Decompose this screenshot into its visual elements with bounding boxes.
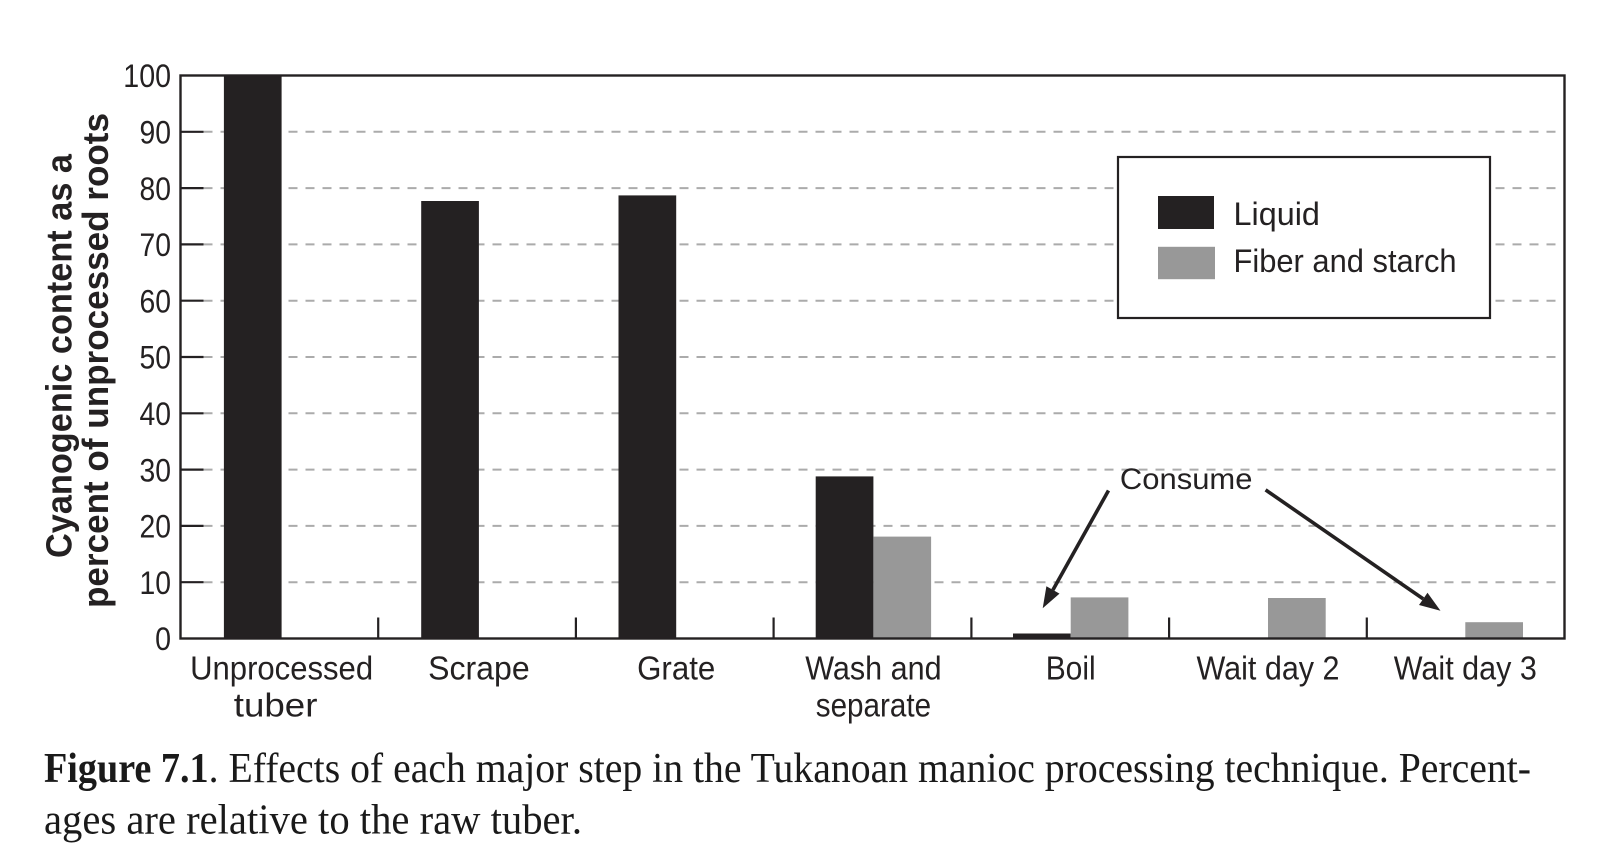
svg-text:Wait day 3: Wait day 3: [1394, 651, 1537, 688]
svg-text:Figure 7.1: Figure 7.1: [44, 746, 209, 792]
svg-text:tuber: tuber: [234, 688, 318, 725]
svg-text:Consume: Consume: [1120, 463, 1253, 496]
svg-text:100: 100: [123, 58, 171, 94]
svg-text:percent of unprocessed roots: percent of unprocessed roots: [75, 113, 116, 608]
svg-text:20: 20: [140, 509, 172, 545]
svg-text:Fiber and starch: Fiber and starch: [1234, 243, 1457, 279]
svg-text:separate: separate: [816, 688, 931, 725]
svg-text:90: 90: [140, 115, 172, 151]
svg-text:Unprocessed: Unprocessed: [190, 651, 373, 688]
svg-text:10: 10: [140, 565, 172, 601]
svg-text:0: 0: [155, 621, 171, 657]
svg-text:40: 40: [140, 396, 172, 432]
svg-text:70: 70: [140, 227, 172, 263]
svg-text:Wash and: Wash and: [805, 651, 941, 688]
svg-text:Grate: Grate: [637, 651, 715, 688]
svg-text:80: 80: [140, 171, 172, 207]
svg-text:Cyanogenic content as a: Cyanogenic content as a: [39, 153, 80, 558]
svg-text:30: 30: [140, 452, 172, 488]
svg-text:50: 50: [140, 340, 172, 376]
svg-text:. Effects of each major step i: . Effects of each major step in the Tuka…: [209, 746, 1531, 792]
svg-text:Scrape: Scrape: [428, 651, 530, 688]
svg-text:ages are relative to the raw t: ages are relative to the raw tuber.: [44, 798, 582, 844]
svg-text:Boil: Boil: [1046, 651, 1096, 688]
svg-text:Liquid: Liquid: [1234, 196, 1320, 232]
svg-text:60: 60: [140, 283, 172, 319]
svg-text:Wait day 2: Wait day 2: [1196, 651, 1339, 688]
